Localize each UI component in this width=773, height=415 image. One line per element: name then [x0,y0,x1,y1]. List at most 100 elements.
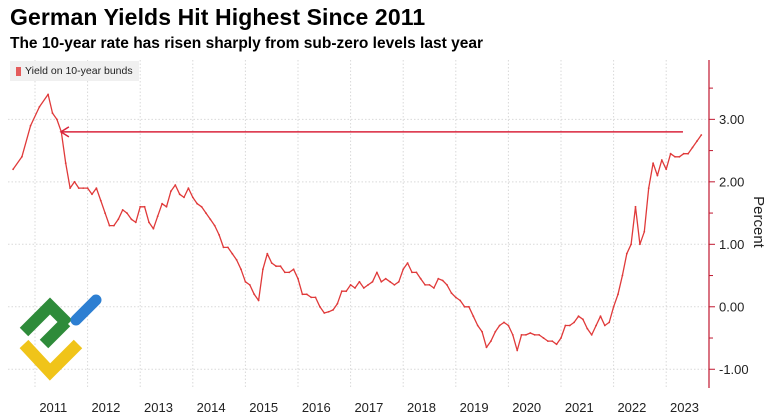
series-point [498,324,501,327]
series-point [428,284,431,286]
annotation-layer [59,126,683,138]
series-point [248,284,251,286]
series-point [231,252,234,255]
series-point [178,193,181,196]
series-point [362,287,365,289]
series-point [647,187,650,190]
series-point [279,265,282,268]
series-point [187,187,190,190]
series-line [12,93,702,352]
x-axis: 2011 2012 2013 2014 2015 2016 2017 2018 2019 2020… [39,400,699,415]
series-point [332,309,334,311]
series-point [516,349,519,352]
series-point [599,315,602,318]
x-tick-label: 2017 [354,400,383,415]
series-point [446,284,448,286]
series-point [590,334,593,336]
series-point [253,293,256,296]
series-point [183,196,185,199]
series-point [174,184,177,186]
series-point [29,124,32,127]
series-point [376,271,378,274]
y-tick-label: 2.00 [719,174,744,189]
series-point [389,280,391,283]
x-tick-label: 2013 [144,400,173,415]
series-point [301,293,304,296]
series-point [415,271,418,274]
series-point [529,332,532,334]
series-point [354,287,356,289]
series-point [262,268,264,271]
y-tick-label: 0.00 [719,299,744,314]
series-point [463,305,466,308]
series-point [450,292,453,294]
annotation-arrow-head [59,126,70,138]
x-tick-label: 2023 [670,400,699,415]
series-point [621,274,624,277]
legend-label: Yield on 10-year bunds [25,65,133,77]
y-tick-label: 1.00 [719,237,744,252]
series-point [586,327,589,330]
x-tick-label: 2015 [249,400,278,415]
series-point [678,155,681,158]
series-point [630,243,632,246]
series-point [270,262,273,264]
series-point [371,280,374,283]
logo-shape-blue [70,294,102,326]
series-point [652,162,654,165]
series-point [687,152,689,155]
series-point [397,280,400,283]
series-point [608,321,611,324]
series-point [380,280,383,283]
series-point [161,202,164,205]
series-point [485,346,488,349]
series-point [503,321,505,324]
series-point [139,205,142,208]
series-point [433,287,435,289]
series-point [441,279,444,282]
logo-shape-green [19,297,73,349]
series-point [200,205,203,208]
series-point [476,324,479,327]
series-point [235,259,238,261]
series-point [568,324,571,327]
series-point [82,187,85,190]
series-point [209,218,212,221]
y-axis: 3.00 2.00 1.00 0.00 -1.00 [708,60,749,388]
series-point [617,293,619,296]
y-tick-label: -1.00 [719,362,749,377]
series-point [275,265,277,268]
series-point [134,221,137,224]
series-point [91,193,93,196]
series-point [56,118,58,121]
series-point [582,318,584,321]
series-point [507,324,510,327]
series-point [494,330,497,333]
series-point [520,334,523,336]
series-point [696,140,698,143]
series-point [69,187,71,190]
series-point [625,252,628,255]
series-point [165,205,168,208]
series-point [126,212,128,215]
series-point [560,337,562,339]
series-point [634,205,637,208]
series-point [218,234,221,236]
y-tick-label: 3.00 [719,112,744,127]
series-point [148,221,150,224]
x-tick-label: 2019 [460,400,489,415]
series-point [424,284,426,286]
series-point [95,187,98,190]
series-point [297,277,299,280]
x-tick-label: 2022 [617,400,646,415]
series-point [468,305,470,308]
series-point [77,187,80,190]
series-point [358,280,361,283]
grid-lines [8,60,709,388]
series-point [104,212,106,215]
series-point [292,268,295,271]
series-point [612,305,615,308]
series-point [674,155,676,158]
series-point [533,334,536,336]
